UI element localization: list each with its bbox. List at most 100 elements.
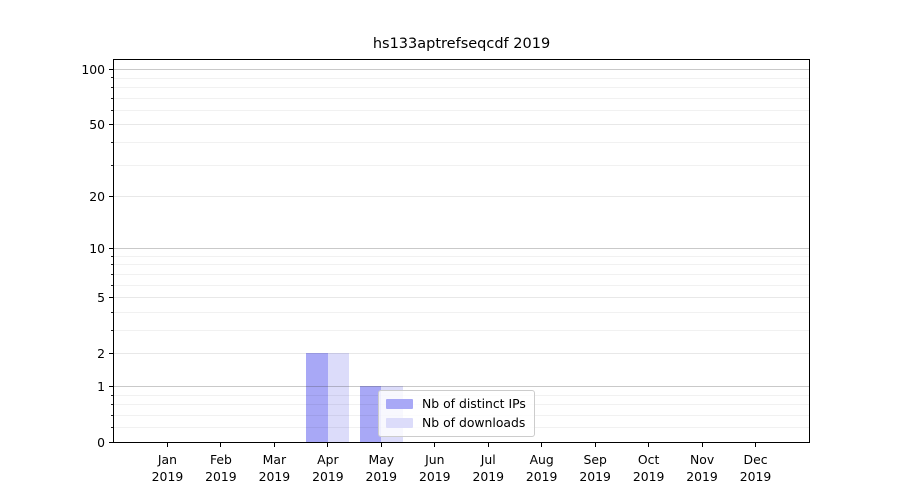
gridline-y-80	[114, 86, 809, 88]
y-minor-tick-7	[111, 273, 113, 275]
y-tick-label-0: 0	[97, 435, 105, 450]
x-tick-jul	[487, 443, 489, 447]
x-tick-label-nov: Nov 2019	[667, 452, 737, 485]
gridline-y-9	[114, 255, 809, 257]
x-tick-label-dec: Dec 2019	[721, 452, 791, 485]
gridline-y-8	[114, 264, 809, 266]
y-tick-1	[109, 385, 113, 387]
x-tick-oct	[648, 443, 650, 447]
legend-swatch-downloads-icon	[386, 418, 413, 428]
x-tick-label-jan: Jan 2019	[132, 452, 202, 485]
x-tick-label-aug: Aug 2019	[507, 452, 577, 485]
gridline-y-1	[114, 386, 809, 387]
legend-swatch-distinct-ips-icon	[386, 399, 413, 409]
y-minor-tick-0.6	[111, 404, 113, 406]
y-minor-tick-8	[111, 264, 113, 266]
legend-label-downloads: Nb of downloads	[422, 415, 526, 430]
gridline-y-2	[114, 353, 809, 355]
x-tick-sep	[594, 443, 596, 447]
x-tick-year-apr: 2019	[312, 468, 344, 484]
y-minor-tick-3	[111, 329, 113, 331]
chart-title: hs133aptrefseqcdf 2019	[372, 36, 551, 52]
gridline-y-40	[114, 141, 809, 143]
plot-area	[113, 59, 810, 443]
x-tick-aug	[541, 443, 543, 447]
gridline-y-6	[114, 284, 809, 286]
y-tick-100	[109, 69, 113, 71]
y-minor-tick-60	[111, 109, 113, 111]
y-minor-tick-0.8	[111, 394, 113, 396]
legend: Nb of distinct IPs Nb of downloads	[378, 390, 535, 437]
legend-item-distinct-ips: Nb of distinct IPs	[386, 396, 526, 412]
y-minor-tick-4	[111, 311, 113, 313]
x-tick-label-oct: Oct 2019	[614, 452, 684, 485]
legend-label-distinct-ips: Nb of distinct IPs	[422, 396, 526, 411]
x-tick-jan	[166, 443, 168, 447]
y-tick-2	[109, 353, 113, 355]
y-tick-label-50: 50	[89, 117, 105, 133]
x-tick-year-dec: 2019	[739, 468, 772, 484]
x-tick-year-jul: 2019	[472, 468, 504, 484]
x-tick-label-feb: Feb 2019	[186, 452, 256, 485]
x-tick-label-jul: Jul 2019	[453, 452, 523, 485]
gridline-y-30	[114, 164, 809, 166]
y-minor-tick-40	[111, 141, 113, 143]
gridline-y-5	[114, 297, 809, 299]
x-tick-nov	[701, 443, 703, 447]
y-tick-label-1: 1	[97, 378, 105, 394]
gridline-y-100	[114, 69, 809, 71]
x-tick-label-apr: Apr 2019	[293, 452, 363, 485]
gridline-y-70	[114, 97, 809, 99]
y-minor-tick-6	[111, 284, 113, 286]
x-tick-label-jun: Jun 2019	[400, 452, 470, 485]
x-tick-year-may: 2019	[365, 468, 398, 484]
x-tick-mar	[273, 443, 275, 447]
y-tick-5	[109, 297, 113, 299]
x-tick-label-may: May 2019	[346, 452, 416, 485]
y-tick-label-10: 10	[89, 241, 105, 257]
x-tick-dec	[755, 443, 757, 447]
x-tick-year-sep: 2019	[579, 468, 611, 484]
y-minor-tick-0.2	[111, 427, 113, 429]
x-tick-year-nov: 2019	[686, 468, 718, 484]
y-tick-label-20: 20	[89, 188, 105, 204]
legend-item-downloads: Nb of downloads	[386, 415, 526, 431]
y-minor-tick-30	[111, 164, 113, 166]
x-tick-jun	[434, 443, 436, 447]
y-tick-50	[109, 124, 113, 126]
y-minor-tick-9	[111, 255, 113, 257]
gridline-y-20	[114, 196, 809, 197]
x-tick-year-feb: 2019	[205, 468, 237, 484]
y-tick-label-100: 100	[81, 62, 105, 78]
x-tick-feb	[220, 443, 222, 447]
y-minor-tick-80	[111, 86, 113, 88]
y-tick-10	[109, 248, 113, 250]
y-tick-0	[109, 442, 113, 443]
gridline-y-3	[114, 329, 809, 331]
bar-nb-of-downloads-apr	[327, 353, 350, 442]
y-tick-label-5: 5	[97, 290, 105, 306]
y-minor-tick-0.4	[111, 414, 113, 416]
x-tick-year-mar: 2019	[258, 468, 291, 484]
x-tick-year-aug: 2019	[525, 468, 558, 484]
gridline-y-4	[114, 311, 809, 313]
x-tick-may	[380, 443, 382, 447]
y-minor-tick-90	[111, 77, 113, 79]
y-tick-label-2: 2	[97, 346, 105, 362]
gridline-y-90	[114, 77, 809, 79]
gridline-y-10	[114, 248, 809, 250]
y-tick-20	[109, 195, 113, 197]
gridline-y-7	[114, 273, 809, 275]
x-tick-year-jun: 2019	[418, 468, 451, 484]
gridline-y-60	[114, 109, 809, 111]
x-tick-year-oct: 2019	[632, 468, 665, 484]
x-tick-apr	[327, 443, 329, 447]
gridline-y-50	[114, 124, 809, 126]
bar-nb-of-distinct-ips-apr	[306, 353, 328, 442]
x-tick-year-jan: 2019	[151, 468, 184, 484]
x-tick-label-sep: Sep 2019	[560, 452, 630, 485]
bar-nb-of-distinct-ips-may	[359, 386, 382, 442]
y-minor-tick-70	[111, 97, 113, 99]
x-tick-label-mar: Mar 2019	[239, 452, 309, 485]
